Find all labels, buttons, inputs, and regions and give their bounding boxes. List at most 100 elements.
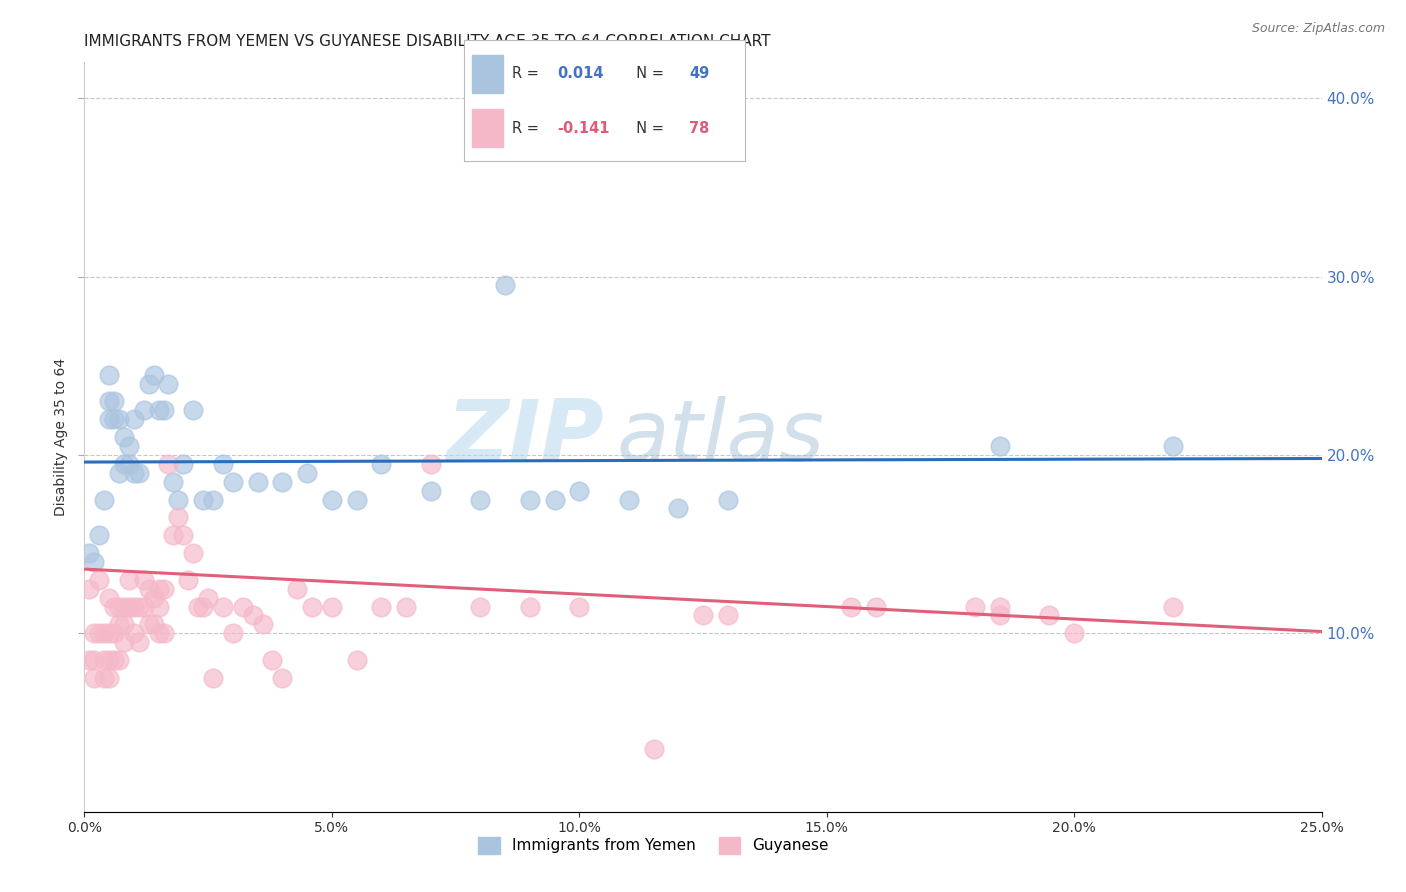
Point bbox=[370, 599, 392, 614]
Point bbox=[717, 492, 740, 507]
Point bbox=[108, 412, 131, 426]
Point bbox=[841, 599, 863, 614]
Point bbox=[108, 653, 131, 667]
Point bbox=[321, 599, 343, 614]
Point bbox=[242, 608, 264, 623]
Text: Source: ZipAtlas.com: Source: ZipAtlas.com bbox=[1251, 22, 1385, 36]
Point bbox=[98, 368, 121, 382]
Point bbox=[395, 599, 418, 614]
Point bbox=[494, 278, 516, 293]
Point bbox=[103, 599, 125, 614]
Point bbox=[89, 573, 111, 587]
Point bbox=[128, 466, 150, 480]
Point bbox=[122, 626, 145, 640]
Point bbox=[177, 573, 200, 587]
Point bbox=[222, 626, 245, 640]
Text: R =: R = bbox=[512, 120, 543, 136]
Point bbox=[1161, 599, 1184, 614]
Point bbox=[148, 582, 170, 596]
Point bbox=[112, 430, 135, 444]
Point bbox=[89, 626, 111, 640]
Text: N =: N = bbox=[627, 66, 669, 81]
Point bbox=[132, 403, 155, 417]
Point bbox=[98, 626, 121, 640]
Point bbox=[202, 671, 225, 685]
Point bbox=[321, 492, 343, 507]
Point bbox=[132, 599, 155, 614]
Point bbox=[148, 626, 170, 640]
Point bbox=[617, 492, 640, 507]
Text: -0.141: -0.141 bbox=[557, 120, 609, 136]
Text: ZIP: ZIP bbox=[446, 395, 605, 479]
Point bbox=[89, 528, 111, 542]
Point bbox=[568, 599, 591, 614]
Point bbox=[108, 466, 131, 480]
Point bbox=[118, 457, 141, 471]
Point bbox=[103, 394, 125, 409]
Point bbox=[108, 617, 131, 632]
Point bbox=[112, 635, 135, 649]
Point bbox=[103, 412, 125, 426]
Point bbox=[965, 599, 987, 614]
Point bbox=[103, 653, 125, 667]
Point bbox=[181, 546, 204, 560]
Point bbox=[112, 457, 135, 471]
Point bbox=[1063, 626, 1085, 640]
Bar bbox=[472, 109, 503, 147]
Point bbox=[118, 599, 141, 614]
Y-axis label: Disability Age 35 to 64: Disability Age 35 to 64 bbox=[53, 358, 67, 516]
Point bbox=[118, 439, 141, 453]
Point bbox=[262, 653, 284, 667]
Point bbox=[83, 671, 105, 685]
Point bbox=[519, 492, 541, 507]
Point bbox=[568, 483, 591, 498]
Point bbox=[138, 582, 160, 596]
Point bbox=[988, 608, 1011, 623]
Point bbox=[122, 599, 145, 614]
Point bbox=[666, 501, 689, 516]
Text: IMMIGRANTS FROM YEMEN VS GUYANESE DISABILITY AGE 35 TO 64 CORRELATION CHART: IMMIGRANTS FROM YEMEN VS GUYANESE DISABI… bbox=[84, 34, 770, 49]
Point bbox=[122, 412, 145, 426]
Point bbox=[643, 742, 665, 756]
Point bbox=[152, 582, 174, 596]
Point bbox=[79, 582, 101, 596]
Point bbox=[142, 368, 165, 382]
Bar bbox=[472, 54, 503, 93]
Point bbox=[108, 599, 131, 614]
Point bbox=[167, 510, 190, 524]
Point bbox=[93, 671, 115, 685]
Point bbox=[271, 475, 294, 489]
Point bbox=[181, 403, 204, 417]
Point bbox=[148, 599, 170, 614]
Point bbox=[865, 599, 887, 614]
Point bbox=[157, 376, 180, 391]
Point bbox=[98, 653, 121, 667]
Point bbox=[232, 599, 254, 614]
Point bbox=[98, 394, 121, 409]
Point bbox=[988, 439, 1011, 453]
Point bbox=[142, 617, 165, 632]
Point bbox=[132, 573, 155, 587]
Point bbox=[148, 403, 170, 417]
Legend: Immigrants from Yemen, Guyanese: Immigrants from Yemen, Guyanese bbox=[472, 830, 835, 860]
Point bbox=[346, 492, 368, 507]
Point bbox=[167, 492, 190, 507]
Point bbox=[162, 528, 184, 542]
Text: 0.014: 0.014 bbox=[557, 66, 603, 81]
Point bbox=[138, 617, 160, 632]
Point bbox=[142, 591, 165, 605]
Point bbox=[370, 457, 392, 471]
Point bbox=[519, 599, 541, 614]
Point bbox=[98, 412, 121, 426]
Point bbox=[543, 492, 565, 507]
Point bbox=[212, 457, 235, 471]
Point bbox=[301, 599, 323, 614]
Point bbox=[191, 599, 214, 614]
Point bbox=[419, 457, 441, 471]
Point bbox=[98, 591, 121, 605]
Text: 78: 78 bbox=[689, 120, 709, 136]
Point bbox=[118, 573, 141, 587]
Point bbox=[79, 653, 101, 667]
Point bbox=[152, 626, 174, 640]
Point bbox=[470, 492, 492, 507]
